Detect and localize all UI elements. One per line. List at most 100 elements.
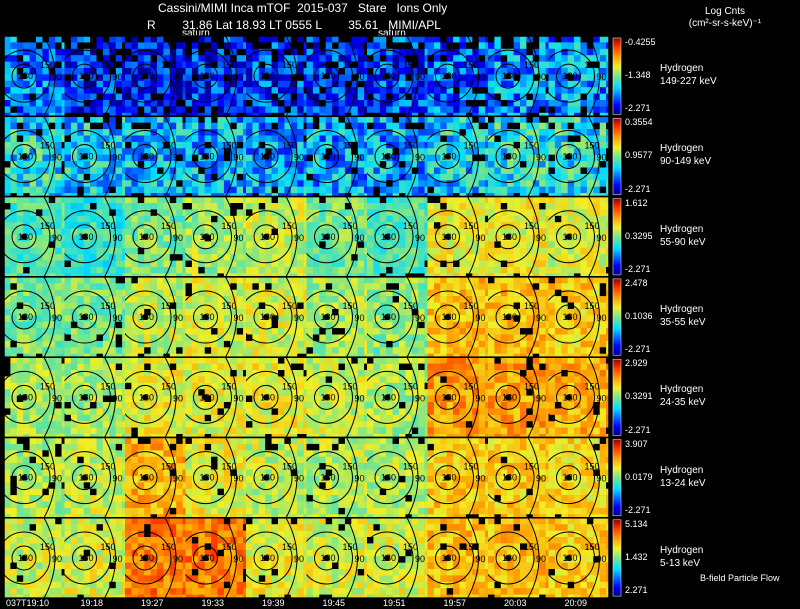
- field-direction-marker: [565, 153, 572, 160]
- contour-label: 90: [173, 474, 183, 484]
- pitch-angle-contour: [488, 451, 535, 505]
- pitch-angle-contour: [285, 36, 298, 117]
- heatmap-cell: [427, 196, 488, 277]
- plot-header: Cassini/MIMI Inca mTOF 2015-037 Stare Io…: [0, 0, 620, 40]
- heatmap-cell: [4, 357, 65, 438]
- pitch-angle-contour: [427, 290, 474, 344]
- contour-label: 180: [563, 473, 578, 483]
- pitch-angle-contour: [285, 116, 298, 197]
- row-energy-label: Hydrogen 24-35 keV: [660, 383, 706, 409]
- contour-label: 90: [415, 72, 425, 82]
- field-direction-marker: [21, 73, 27, 80]
- pitch-angle-contour: [4, 49, 51, 103]
- field-direction-marker: [142, 474, 148, 481]
- contour-label: 150: [524, 542, 539, 552]
- contour-label: 150: [40, 140, 55, 150]
- pitch-angle-contour: [104, 116, 116, 197]
- pitch-angle-contour: [495, 143, 521, 169]
- heatmap-cell: [246, 36, 307, 117]
- colorbar-tick-label: 3.907: [625, 438, 648, 449]
- contour-label: 180: [260, 392, 275, 402]
- heatmap-cell: [185, 116, 246, 197]
- heatmap-cell: [64, 36, 125, 117]
- heatmap-cell: [427, 276, 488, 358]
- pitch-angle-contour: [64, 290, 111, 344]
- contour-label: 90: [113, 233, 123, 243]
- field-direction-marker: [505, 314, 511, 321]
- contour-label: 150: [222, 462, 237, 472]
- heatmap-cell: [548, 36, 609, 117]
- pitch-angle-contour: [185, 210, 232, 264]
- pitch-angle-contour: [427, 451, 474, 505]
- contour-label: 180: [563, 71, 578, 81]
- contour-label: 180: [321, 553, 336, 563]
- heatmap-cell: [185, 36, 246, 117]
- field-direction-marker: [263, 233, 269, 240]
- contour-label: 180: [563, 312, 578, 322]
- pitch-angle-contour: [427, 370, 474, 424]
- heatmap-cell: [185, 276, 246, 358]
- contour-label: 150: [464, 542, 479, 552]
- heatmap-cell: [548, 357, 609, 438]
- heatmap-cell: [367, 36, 428, 117]
- pitch-angle-contour: [72, 224, 97, 250]
- contour-label: 180: [200, 232, 215, 242]
- field-direction-marker: [202, 394, 209, 401]
- contour-label: 150: [161, 60, 176, 70]
- pitch-angle-contour: [72, 63, 97, 89]
- pitch-angle-contour: [367, 129, 414, 183]
- pitch-angle-contour: [548, 290, 595, 344]
- pitch-angle-contour: [285, 517, 298, 599]
- heatmap-cell: [64, 196, 125, 277]
- heatmap-cell: [427, 36, 488, 117]
- heatmap-cell: [367, 437, 428, 518]
- energy-range-label: 24-35 keV: [660, 397, 706, 409]
- contour-label: 150: [282, 462, 297, 472]
- contour-label: 180: [18, 392, 33, 402]
- pitch-angle-contour: [488, 129, 535, 183]
- pitch-angle-contour: [314, 304, 339, 330]
- pitch-angle-contour: [72, 545, 97, 571]
- contour-label: 180: [79, 151, 94, 161]
- row-energy-label: Hydrogen 55-90 keV: [660, 223, 706, 249]
- pitch-angle-contour: [527, 437, 540, 518]
- contour-label: 180: [381, 553, 396, 563]
- field-direction-marker: [202, 314, 209, 321]
- time-axis-label: 037T19:10: [6, 598, 50, 608]
- colorbar-tick-label: -2.271: [625, 183, 651, 194]
- pitch-angle-contour: [427, 129, 474, 183]
- pitch-angle-contour: [64, 531, 111, 585]
- contour-label: 150: [101, 542, 116, 552]
- contour-label: 150: [343, 381, 358, 391]
- field-direction-marker: [323, 554, 330, 561]
- heatmap-cell: [306, 36, 367, 117]
- field-direction-marker: [142, 73, 148, 80]
- field-direction-marker: [444, 474, 451, 481]
- contour-label: 150: [403, 462, 418, 472]
- pitch-angle-contour: [72, 143, 97, 169]
- pitch-angle-contour: [193, 224, 218, 250]
- pitch-angle-contour: [527, 36, 540, 117]
- contour-label: 90: [536, 233, 546, 243]
- contour-label: 90: [476, 393, 486, 403]
- field-direction-marker: [81, 554, 88, 561]
- contour-label: 150: [585, 140, 600, 150]
- colorbar-tick-label: -2.271: [625, 103, 651, 114]
- contour-label: 150: [101, 381, 116, 391]
- pitch-angle-contour: [495, 304, 521, 330]
- heatmap-cell: [246, 357, 307, 438]
- contour-label: 150: [40, 301, 55, 311]
- contour-label: 180: [200, 151, 215, 161]
- pitch-angle-contour: [467, 116, 479, 197]
- pitch-angle-contour: [193, 304, 218, 330]
- colorbar-tick-label: -1.348: [625, 70, 651, 81]
- heatmap-cell: [185, 357, 246, 438]
- pitch-angle-contour: [306, 49, 353, 103]
- contour-label: 150: [101, 60, 116, 70]
- field-direction-marker: [323, 73, 330, 80]
- pitch-angle-contour: [164, 116, 177, 197]
- contour-label: 90: [113, 152, 123, 162]
- pitch-angle-contour: [72, 384, 97, 410]
- contour-label: 150: [161, 221, 176, 231]
- field-direction-marker: [384, 394, 390, 401]
